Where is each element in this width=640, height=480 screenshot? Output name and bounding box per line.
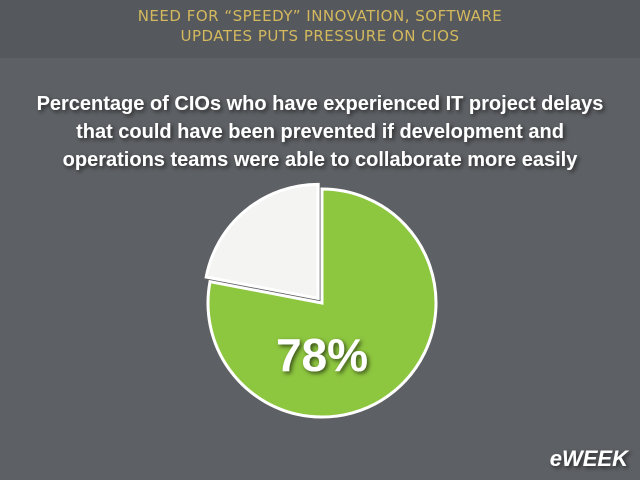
header-band bbox=[0, 0, 640, 58]
chart-title: operations teams were able to collaborat… bbox=[63, 149, 579, 171]
chart-title: Percentage of CIOs who have experienced … bbox=[37, 93, 604, 115]
header-line: NEED FOR “SPEEDY” INNOVATION, SOFTWARE bbox=[138, 7, 503, 25]
chart-title: that could have been prevented if develo… bbox=[76, 121, 564, 143]
pie-slice bbox=[206, 187, 438, 419]
pie-slice bbox=[204, 182, 320, 301]
data-label: 78% bbox=[276, 329, 368, 381]
header-line: UPDATES PUTS PRESSURE ON CIOS bbox=[181, 27, 460, 45]
logo: eWEEK bbox=[550, 446, 630, 471]
pie: 78% bbox=[204, 182, 438, 419]
